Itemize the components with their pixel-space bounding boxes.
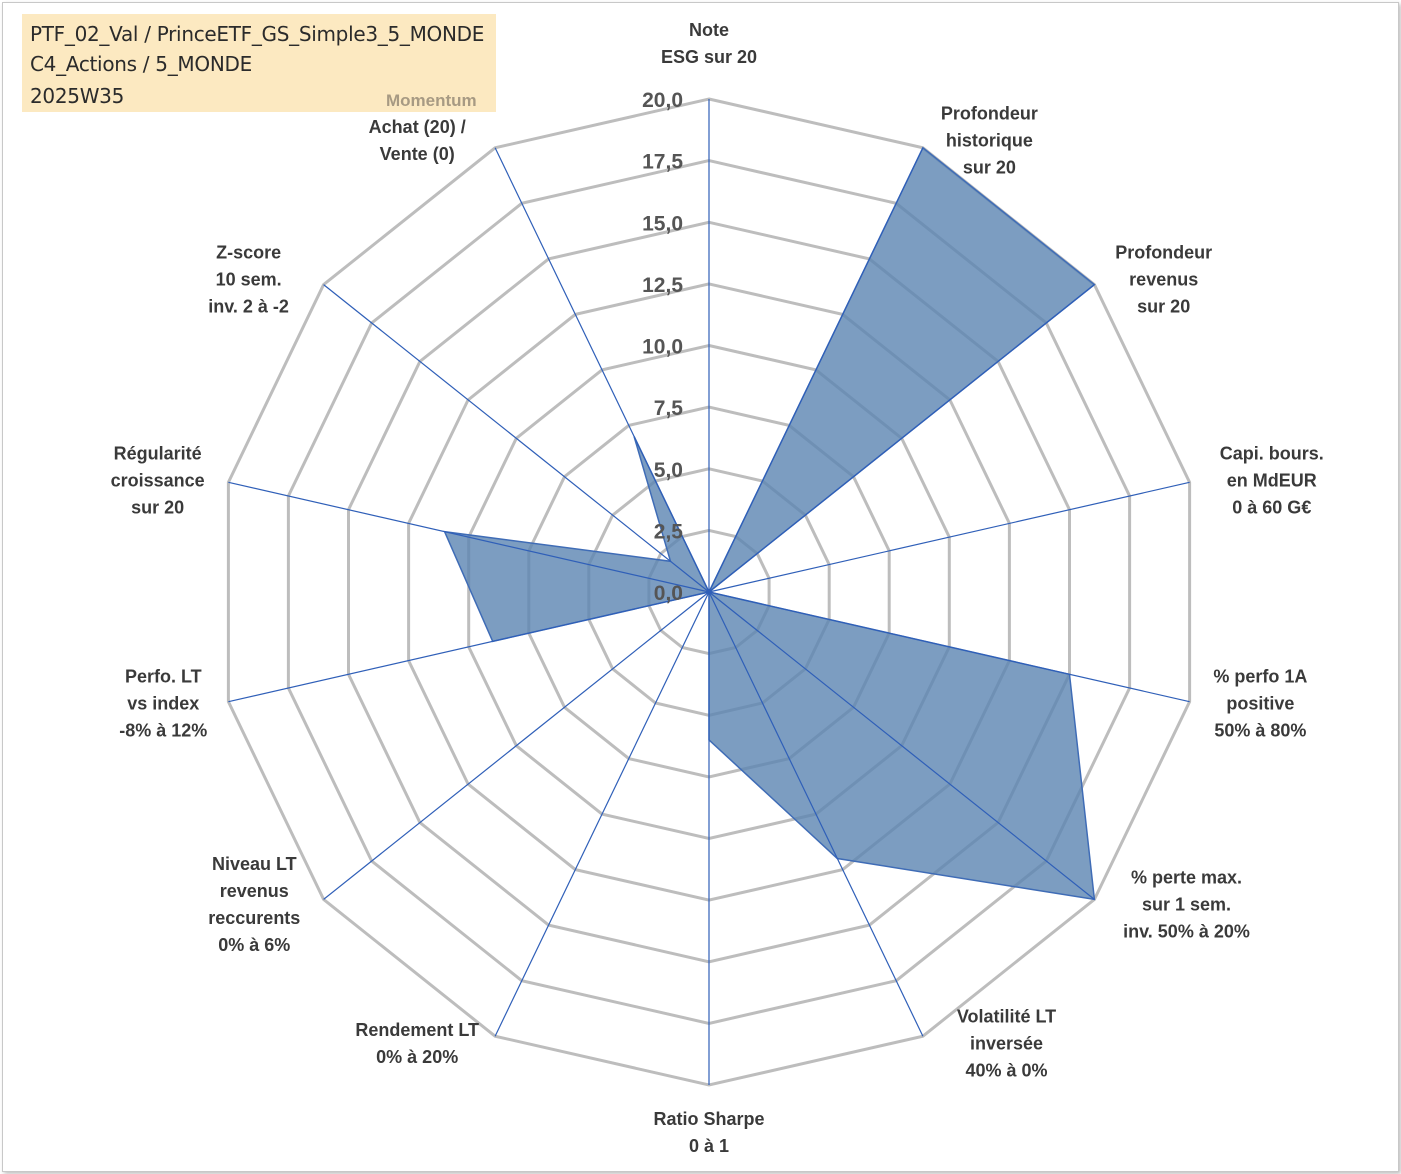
- axis-label-11: Régularité croissance sur 20: [111, 444, 205, 518]
- axis-label-line: ESG sur 20: [661, 47, 757, 67]
- axis-label-line: en MdEUR: [1227, 471, 1317, 491]
- spoke-3: [708, 481, 1190, 593]
- axis-label-line: Régularité: [114, 444, 202, 464]
- axis-label-line: croissance: [111, 471, 205, 491]
- axis-label-line: positive: [1226, 694, 1294, 714]
- tick-label-7: 17,5: [642, 151, 683, 174]
- axis-label-12: Z-score 10 sem. inv. 2 à -2: [208, 243, 289, 317]
- axis-label-4: % perfo 1A positive 50% à 80%: [1213, 667, 1307, 741]
- axis-label-line: vs index: [127, 694, 199, 714]
- axis-label-line: Z-score: [216, 243, 281, 263]
- tick-label-1: 2,5: [654, 520, 684, 543]
- axis-label-line: 50% à 80%: [1214, 721, 1306, 741]
- portfolio-week: 2025W35: [30, 84, 125, 108]
- axis-label-line: revenus: [1129, 270, 1198, 290]
- portfolio-title: PTF_02_Val / PrinceETF_GS_Simple3_5_MOND…: [30, 22, 485, 46]
- momentum-label: Momentum: [386, 91, 477, 110]
- axis-label-13: Achat (20) / Vente (0): [369, 117, 466, 164]
- axis-label-line: 10 sem.: [216, 270, 282, 290]
- axis-label-line: Capi. bours.: [1220, 444, 1324, 464]
- spoke-11: [228, 481, 710, 593]
- axis-label-line: Perfo. LT: [125, 667, 202, 687]
- tick-label-8: 20,0: [642, 89, 683, 112]
- tick-label-4: 10,0: [642, 336, 683, 359]
- chart-info-box: PTF_02_Val / PrinceETF_GS_Simple3_5_MOND…: [22, 14, 496, 112]
- spoke-8: [494, 591, 710, 1037]
- axis-label-line: 0 à 60 G€: [1232, 498, 1311, 518]
- axis-label-1: Profondeur historique sur 20: [941, 104, 1038, 178]
- spoke-4: [708, 591, 1190, 703]
- tick-label-0: 0,0: [654, 582, 683, 605]
- axis-label-line: inv. 2 à -2: [208, 297, 289, 317]
- tick-label-5: 12,5: [642, 274, 683, 297]
- tick-label-3: 7,5: [654, 397, 684, 420]
- axis-label-line: sur 20: [131, 498, 184, 518]
- axis-label-7: Ratio Sharpe 0 à 1: [653, 1109, 764, 1156]
- axis-label-line: Achat (20) /: [369, 117, 466, 137]
- axis-label-line: Profondeur: [1115, 243, 1212, 263]
- axis-label-line: inversée: [970, 1033, 1043, 1053]
- spoke-13: [494, 147, 710, 593]
- tick-label-2: 5,0: [654, 459, 683, 482]
- spoke-5: [708, 591, 1095, 900]
- axis-label-0: Note ESG sur 20: [661, 20, 757, 67]
- axis-label-2: Profondeur revenus sur 20: [1115, 243, 1212, 317]
- spoke-10: [228, 591, 710, 703]
- axis-label-line: 0% à 20%: [376, 1047, 458, 1067]
- axis-label-line: Note: [689, 20, 729, 40]
- axis-label-line: % perfo 1A: [1213, 667, 1307, 687]
- axis-label-line: sur 1 sem.: [1142, 894, 1231, 914]
- axis-label-10: Perfo. LT vs index -8% à 12%: [119, 667, 207, 741]
- axis-label-line: Niveau LT: [212, 854, 297, 874]
- axis-label-line: historique: [946, 131, 1033, 151]
- axis-label-line: 40% à 0%: [965, 1060, 1047, 1080]
- axis-label-3: Capi. bours. en MdEUR 0 à 60 G€: [1220, 444, 1324, 518]
- axis-label-line: Profondeur: [941, 104, 1038, 124]
- axis-label-line: Vente (0): [380, 144, 455, 164]
- axis-label-line: reccurents: [208, 908, 300, 928]
- axis-label-line: -8% à 12%: [119, 721, 207, 741]
- axis-label-line: sur 20: [1137, 297, 1190, 317]
- axis-label-line: 0% à 6%: [218, 935, 290, 955]
- spoke-6: [708, 591, 924, 1037]
- axis-label-line: 0 à 1: [689, 1136, 729, 1156]
- axis-label-8: Rendement LT 0% à 20%: [355, 1020, 479, 1067]
- axis-label-line: revenus: [220, 881, 289, 901]
- axis-label-5: % perte max. sur 1 sem. inv. 50% à 20%: [1123, 867, 1250, 941]
- axis-label-line: % perte max.: [1131, 867, 1242, 887]
- tick-label-6: 15,0: [642, 212, 683, 235]
- axis-label-line: Ratio Sharpe: [653, 1109, 764, 1129]
- spoke-9: [323, 591, 710, 900]
- axis-label-line: sur 20: [963, 158, 1016, 178]
- axis-label-line: Rendement LT: [355, 1020, 479, 1040]
- axis-label-line: Volatilité LT: [957, 1006, 1056, 1026]
- spoke-2: [708, 284, 1095, 593]
- axis-label-6: Volatilité LT inversée 40% à 0%: [957, 1006, 1056, 1080]
- spoke-1: [708, 147, 924, 593]
- axis-label-line: inv. 50% à 20%: [1123, 921, 1250, 941]
- portfolio-category: C4_Actions / 5_MONDE: [30, 52, 252, 76]
- spoke-12: [323, 284, 710, 593]
- axis-label-9: Niveau LT revenus reccurents 0% à 6%: [208, 854, 300, 955]
